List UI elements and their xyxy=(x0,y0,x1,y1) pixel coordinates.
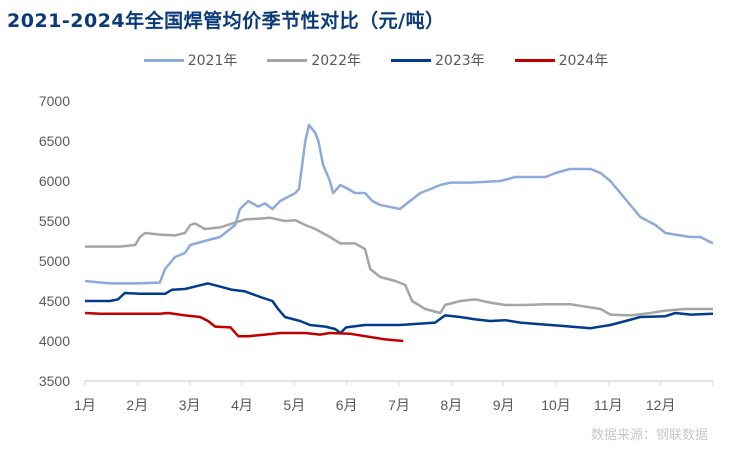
x-tick-label: 9月 xyxy=(493,397,515,413)
y-tick-label: 6500 xyxy=(39,133,70,149)
legend-swatch xyxy=(391,58,431,62)
series-line-2021年 xyxy=(84,123,714,285)
x-tick-label: 2月 xyxy=(126,397,148,413)
legend-item: 2021年 xyxy=(143,50,238,70)
x-tick-label: 4月 xyxy=(231,397,253,413)
legend-swatch xyxy=(514,58,555,62)
legend-item: 2022年 xyxy=(267,50,361,70)
legend-label: 2022年 xyxy=(311,53,361,69)
y-tick-label: 6000 xyxy=(39,173,70,189)
y-tick-label: 5500 xyxy=(39,213,70,229)
y-tick-label: 4000 xyxy=(39,333,70,349)
legend: 2021年 2022年 2023年 2024年 xyxy=(0,50,752,70)
legend-label: 2024年 xyxy=(558,53,609,69)
y-tick-label: 7000 xyxy=(39,93,70,109)
y-tick-label: 3500 xyxy=(39,373,70,389)
y-tick-label: 4500 xyxy=(39,293,70,309)
legend-label: 2021年 xyxy=(187,53,238,69)
chart-title: 2021-2024年全国焊管均价季节性对比（元/吨） xyxy=(7,10,445,32)
x-tick-label: 5月 xyxy=(283,397,305,413)
x-tick-label: 6月 xyxy=(336,397,358,413)
legend-item: 2023年 xyxy=(391,50,485,70)
series-line-2024年 xyxy=(84,311,404,343)
x-tick-label: 12月 xyxy=(646,397,676,413)
legend-swatch xyxy=(267,58,308,62)
x-tick-label: 10月 xyxy=(541,397,571,413)
x-tick-label: 3月 xyxy=(179,397,201,413)
legend-item: 2024年 xyxy=(514,50,609,70)
legend-swatch xyxy=(143,58,184,62)
x-tick-label: 11月 xyxy=(594,397,623,413)
series-line-2022年 xyxy=(85,216,713,317)
y-tick-label: 5000 xyxy=(39,253,70,269)
source-note: 数据来源：钢联数据 xyxy=(590,428,708,443)
legend-label: 2023年 xyxy=(435,53,485,69)
series-line-2023年 xyxy=(85,282,714,335)
x-tick-label: 7月 xyxy=(388,397,410,413)
x-tick-label: 1月 xyxy=(74,397,96,413)
x-tick-label: 8月 xyxy=(440,397,462,413)
